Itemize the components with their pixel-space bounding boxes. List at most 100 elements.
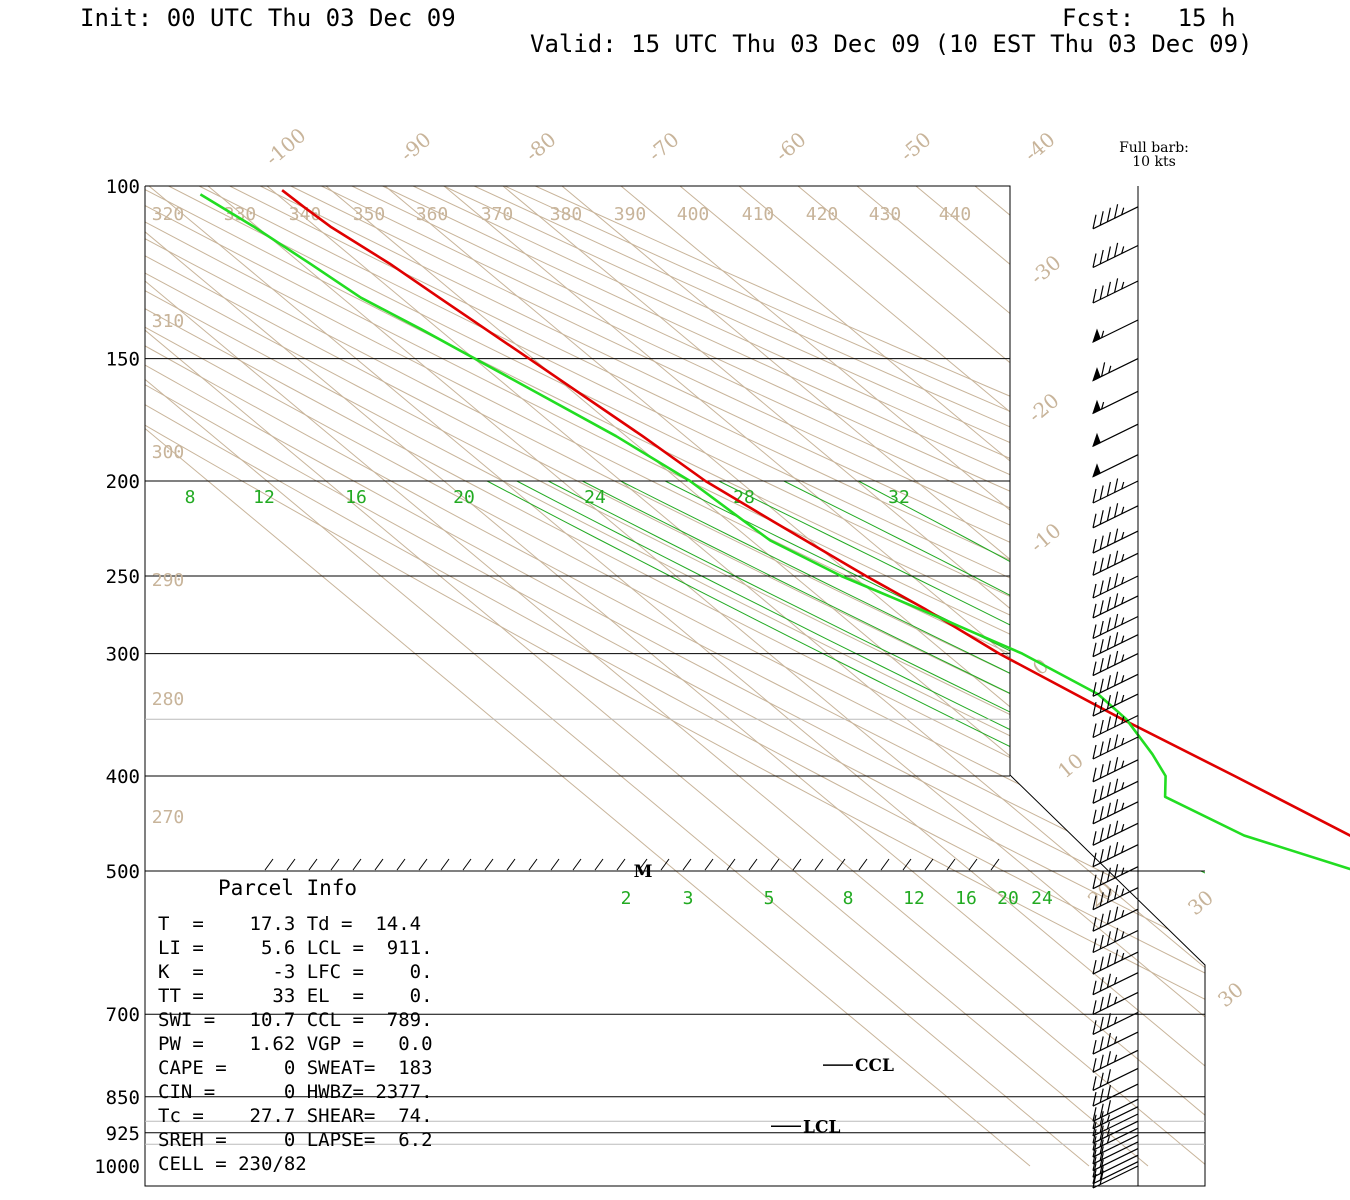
isotherm-label: -10 <box>1025 518 1065 557</box>
wind-barb <box>1092 613 1139 640</box>
wind-barb <box>1092 884 1139 911</box>
wind-barb <box>1092 278 1139 304</box>
frame-outline <box>144 185 1206 1187</box>
theta-label: 420 <box>806 204 839 225</box>
wind-barb <box>1092 1031 1139 1055</box>
pressure-tick-label: 1000 <box>94 1156 140 1178</box>
theta-label: 360 <box>416 204 449 225</box>
isotherm-line <box>561 186 1205 1167</box>
hatch-mark <box>880 858 890 871</box>
pressure-tick-label: 250 <box>106 566 140 588</box>
moist-adiabat-line <box>1245 871 1350 1166</box>
mixing-ratio-label: 5 <box>764 888 775 909</box>
chart-frame <box>144 185 1206 1187</box>
parcel-info-row: T = 17.3 Td = 14.4 <box>158 913 421 935</box>
hatch-mark <box>352 858 362 871</box>
dry-adiabat-line <box>321 186 1205 1167</box>
pressure-tick-label: 850 <box>106 1087 140 1109</box>
wind-barb <box>1092 550 1139 576</box>
hatch-mark <box>660 858 670 871</box>
mixing-ratio-label: 28 <box>733 487 755 508</box>
wind-barb <box>1092 1161 1139 1185</box>
forecast-hour: Fcst: 15 h <box>1062 4 1236 32</box>
moist-adiabat-line <box>486 480 1010 748</box>
hatch-mark <box>418 858 428 871</box>
mixing-ratio-label: 16 <box>955 888 977 909</box>
hatch-mark <box>308 858 318 871</box>
isotherm-label: 10 <box>1053 748 1088 783</box>
mixing-ratio-label: 20 <box>453 487 475 508</box>
pressure-tick-label: 300 <box>106 644 140 666</box>
valid-time: Valid: 15 UTC Thu 03 Dec 09 (10 EST Thu … <box>530 30 1253 58</box>
barb-legend-line1: Full barb: <box>1119 140 1189 156</box>
pressure-axis: 100 150 200 250 300 400 500 700 850 925 1000 <box>94 176 140 1178</box>
wind-barb <box>1092 1148 1139 1172</box>
wind-barb <box>1092 1154 1139 1178</box>
theta-label: 280 <box>152 689 185 710</box>
wind-barb <box>1092 906 1139 932</box>
hatch-mark <box>836 858 846 871</box>
theta-label: 350 <box>353 204 386 225</box>
moist-adiabat-line <box>1200 870 1205 874</box>
hatch-mark <box>594 858 604 871</box>
theta-label: 410 <box>742 204 775 225</box>
dry-adiabat-line <box>443 186 1205 1167</box>
parcel-info-row: PW = 1.62 VGP = 0.0 <box>158 1033 433 1055</box>
sounding-profiles <box>199 189 1350 871</box>
hatch-mark <box>704 858 714 871</box>
hatch-mark <box>330 858 340 871</box>
isotherm-label: -40 <box>1019 127 1059 166</box>
wind-barb <box>1092 632 1139 658</box>
isotherm-label: -80 <box>520 127 560 166</box>
wind-barb <box>1092 528 1139 554</box>
isotherm-line <box>679 186 1205 1167</box>
wind-barb <box>1092 593 1139 619</box>
wind-barb <box>1092 671 1139 697</box>
wind-barb <box>1092 1165 1139 1189</box>
wind-barb <box>1092 1067 1139 1091</box>
wind-barb <box>1092 478 1139 504</box>
theta-label: 370 <box>481 204 514 225</box>
hatch-mark <box>462 858 472 871</box>
wind-barb <box>1092 650 1139 677</box>
hatch-mark <box>550 858 560 871</box>
theta-label: 320 <box>152 204 185 225</box>
wind-barb <box>1092 503 1139 529</box>
mixing-ratio-label: 32 <box>888 487 910 508</box>
parcel-info-row: TT = 33 EL = 0. <box>158 985 433 1007</box>
isotherm-label: 30 <box>1183 885 1218 920</box>
dry-adiabat-line <box>535 186 1205 1167</box>
mixing-ratio-label: 24 <box>1031 888 1053 909</box>
wind-barb <box>1092 991 1139 1015</box>
isotherm-label: -100 <box>261 123 311 170</box>
mixing-ratio-label: 24 <box>584 487 606 508</box>
parcel-info-row: CAPE = 0 SWEAT= 183 <box>158 1057 433 1079</box>
parcel-info-row: SREH = 0 LAPSE= 6.2 <box>158 1129 433 1151</box>
pressure-tick-label: 400 <box>106 766 140 788</box>
mixing-ratio-labels: 8 12 16 20 24 28 32 2 3 5 8 12 16 20 24 <box>185 487 1053 909</box>
wind-barb <box>1092 1127 1139 1151</box>
theta-label: 400 <box>677 204 710 225</box>
parcel-info-title: Parcel Info <box>218 876 357 900</box>
hatch-mark <box>726 858 736 871</box>
theta-label: 310 <box>152 311 185 332</box>
temperature-profile <box>281 189 1350 837</box>
mixing-ratio-label: 2 <box>621 888 632 909</box>
wind-barb <box>1092 778 1139 804</box>
pressure-tick-label: 700 <box>106 1004 140 1026</box>
wind-barb <box>1092 358 1139 382</box>
isotherm-line <box>443 186 1205 1167</box>
hatch-mark <box>396 858 406 871</box>
dewpoint-profile <box>199 193 1350 871</box>
hatch-mark <box>616 858 626 871</box>
pressure-tick-label: 500 <box>106 861 140 883</box>
wind-barb <box>1092 1120 1139 1144</box>
pressure-tick-label: 200 <box>106 471 140 493</box>
theta-label: 290 <box>152 570 185 591</box>
mixing-ratio-label: 16 <box>345 487 367 508</box>
theta-label: 270 <box>152 807 185 828</box>
hatch-mark <box>858 858 868 871</box>
wind-barb <box>1092 734 1139 760</box>
isotherm-line <box>502 186 1205 1167</box>
